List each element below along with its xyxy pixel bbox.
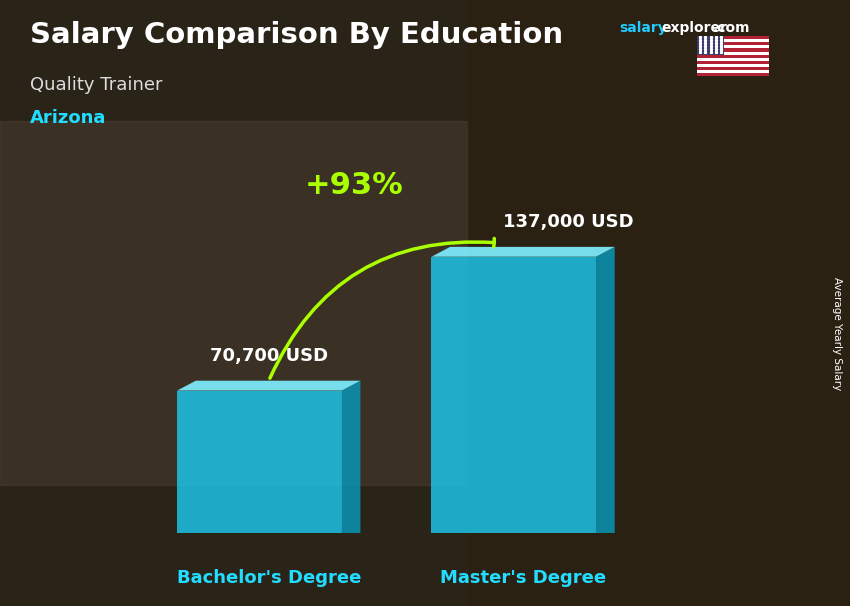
- Text: 70,700 USD: 70,700 USD: [210, 347, 328, 365]
- Bar: [697, 64, 769, 67]
- Bar: [697, 73, 769, 76]
- Bar: [697, 36, 769, 39]
- Polygon shape: [596, 247, 615, 533]
- Polygon shape: [177, 381, 360, 390]
- Text: salary: salary: [619, 21, 666, 35]
- Polygon shape: [342, 381, 360, 533]
- Bar: [697, 52, 769, 55]
- Text: explorer: explorer: [661, 21, 728, 35]
- Text: Master's Degree: Master's Degree: [440, 568, 606, 587]
- Bar: [697, 67, 769, 70]
- Bar: [697, 39, 769, 42]
- Bar: [697, 61, 769, 64]
- Bar: [468, 0, 850, 606]
- Bar: [697, 45, 769, 48]
- Bar: [697, 70, 769, 73]
- Bar: [0, 121, 468, 485]
- Text: +93%: +93%: [304, 171, 403, 201]
- Polygon shape: [432, 247, 615, 257]
- Text: Arizona: Arizona: [30, 109, 106, 127]
- Text: Average Yearly Salary: Average Yearly Salary: [832, 277, 842, 390]
- Text: Bachelor's Degree: Bachelor's Degree: [177, 568, 361, 587]
- Text: 137,000 USD: 137,000 USD: [502, 213, 633, 231]
- Bar: [697, 36, 724, 55]
- Polygon shape: [432, 257, 596, 533]
- Text: .com: .com: [712, 21, 750, 35]
- Text: Quality Trainer: Quality Trainer: [30, 76, 162, 94]
- Polygon shape: [177, 390, 342, 533]
- Text: Salary Comparison By Education: Salary Comparison By Education: [30, 21, 563, 49]
- Bar: [697, 48, 769, 52]
- Bar: [697, 55, 769, 58]
- Bar: [697, 58, 769, 61]
- Bar: [697, 42, 769, 45]
